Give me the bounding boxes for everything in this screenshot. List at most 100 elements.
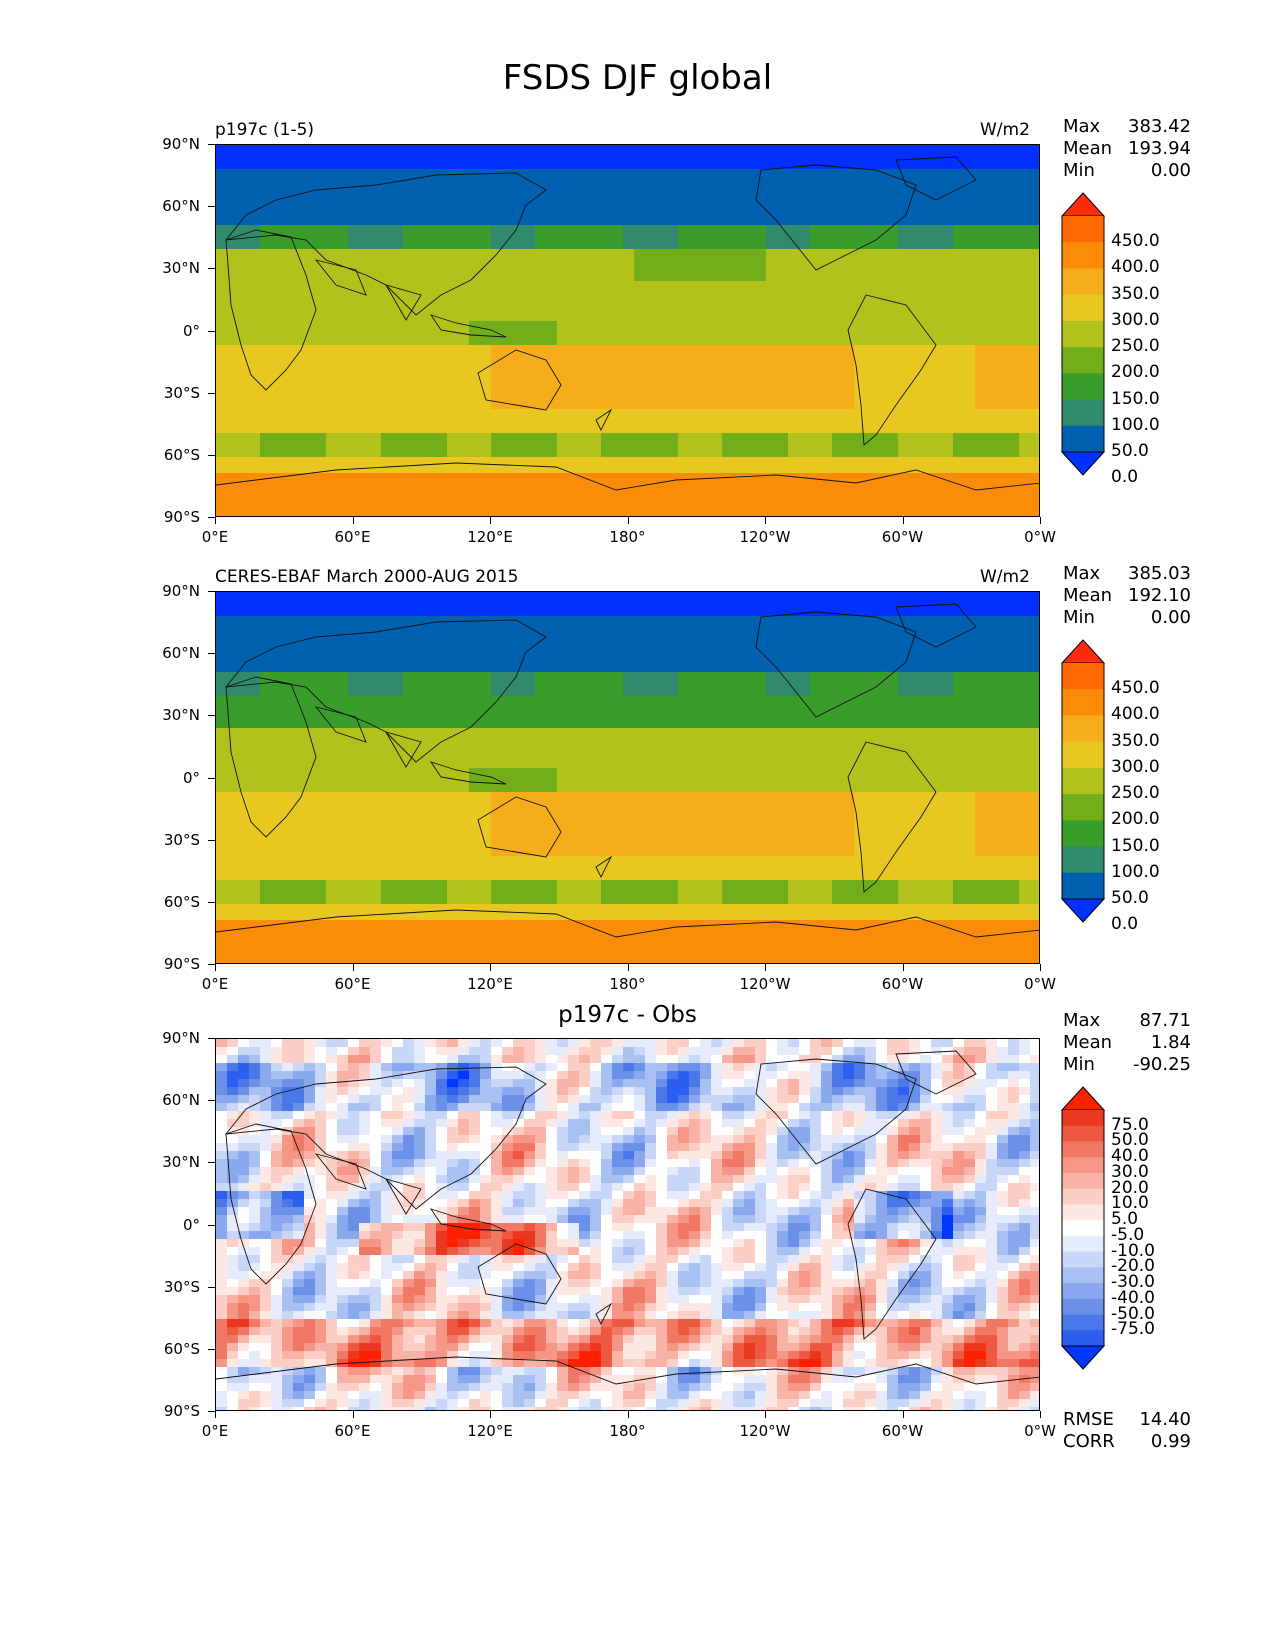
colorbar-tick-label: 450.0 (1111, 678, 1160, 699)
map-plot (215, 1038, 1040, 1411)
colorbar-bin (1062, 1330, 1104, 1347)
lat-tick-label: 90°S (163, 508, 200, 526)
lat-tick (208, 454, 215, 456)
colorbar-tick-label: -10.0 (1111, 1240, 1155, 1261)
lon-tick (215, 517, 216, 524)
map-plot (215, 591, 1040, 964)
lat-tick-label: 90°S (163, 955, 200, 973)
stat-name: Max (1063, 116, 1101, 137)
lon-tick (1040, 964, 1041, 971)
lat-tick-label: 60°S (163, 445, 200, 464)
lat-tick-label: 90°N (162, 582, 200, 600)
coastline (595, 408, 613, 432)
stat-row: Min 0.00 (1063, 607, 1191, 629)
lon-tick-label: 120°W (739, 975, 791, 993)
lat-tick-label: 30°N (162, 259, 200, 278)
coastline (595, 1302, 613, 1326)
colorbar-bin (1062, 1298, 1104, 1315)
lat-tick (208, 653, 215, 655)
lat-tick-label: 0° (182, 1215, 200, 1234)
lat-tick (208, 901, 215, 903)
coastline (429, 314, 507, 338)
lon-tick-label: 60°E (334, 975, 371, 993)
colorbar-bin (1062, 1157, 1104, 1174)
lon-tick-label: 120°E (467, 975, 513, 993)
stats-box: Max 383.42 Mean 193.94 Min 0.00 (1063, 116, 1191, 182)
stat-value: 14.40 (1139, 1409, 1191, 1430)
coastline (895, 603, 977, 648)
colorbar-bin (1062, 1141, 1104, 1158)
lat-tick (208, 1411, 215, 1412)
map-plot (215, 144, 1040, 517)
colorbar-tick-label: 5.0 (1111, 1209, 1139, 1230)
lat-tick-label: 90°N (162, 1029, 200, 1047)
lon-tick (490, 517, 491, 524)
lon-tick (352, 1411, 354, 1418)
colorbar-tick-label: -75.0 (1111, 1319, 1155, 1340)
colorbar-bin (1062, 294, 1104, 322)
colorbar-tick-label: -5.0 (1111, 1224, 1145, 1245)
colorbar-bin (1062, 399, 1104, 427)
colorbar-bin (1062, 1172, 1104, 1190)
colorbar-extend-max (1060, 192, 1106, 217)
stat-name: Max (1063, 563, 1101, 584)
coastline (755, 164, 917, 271)
stat-row: Max 87.71 (1063, 1010, 1191, 1032)
stats-box: Max 385.03 Mean 192.10 Min 0.00 (1063, 563, 1191, 629)
colorbar-bin (1062, 268, 1104, 296)
stats-box: Max 87.71 Mean 1.84 Min -90.25 (1063, 1010, 1191, 1076)
lon-tick-label: 60°W (881, 1422, 924, 1440)
panel-units: W/m2 (980, 120, 1030, 140)
colorbar (1060, 1086, 1106, 1370)
lat-tick (208, 1224, 215, 1226)
panel-units: W/m2 (980, 567, 1030, 587)
stat-name: Min (1063, 160, 1095, 181)
colorbar-bin (1062, 347, 1104, 374)
colorbar-extend-max (1060, 1086, 1106, 1111)
lon-tick-label: 0°E (201, 1422, 229, 1440)
panel-subtitle: CERES-EBAF March 2000-AUG 2015 (215, 567, 519, 587)
lon-tick-label: 60°E (334, 1422, 371, 1440)
coastline (895, 156, 977, 201)
coastline (224, 172, 547, 316)
lon-tick (765, 964, 766, 971)
colorbar-tick-label: 30.0 (1111, 1161, 1149, 1182)
lon-tick (1040, 517, 1041, 524)
coastline (477, 796, 562, 858)
stat-row: Mean 192.10 (1063, 585, 1191, 607)
lat-tick-label: 0° (182, 768, 200, 787)
colorbar-tick-label: 200.0 (1111, 362, 1160, 383)
lat-tick (208, 1286, 215, 1288)
colorbar-tick-label: 50.0 (1111, 441, 1149, 461)
stat-value: 0.00 (1150, 160, 1191, 181)
coastline (477, 1243, 562, 1305)
stat-row: Mean 1.84 (1063, 1032, 1191, 1054)
colorbar-tick-label: 250.0 (1111, 336, 1160, 357)
coastline (225, 229, 317, 391)
colorbar (1060, 639, 1106, 923)
colorbar-tick-label: 200.0 (1111, 809, 1160, 830)
lon-tick (1040, 1411, 1041, 1418)
coastline (216, 462, 1039, 491)
colorbar-bin (1062, 794, 1104, 821)
lat-tick (208, 1100, 215, 1102)
lon-tick (902, 517, 904, 524)
colorbar-bin (1062, 1188, 1104, 1205)
coastline (595, 855, 613, 879)
stat-row: Min 0.00 (1063, 160, 1191, 182)
lon-tick (627, 964, 629, 971)
lat-tick (208, 1348, 215, 1350)
colorbar-tick-label: 150.0 (1111, 835, 1160, 856)
lat-tick-label: 60°N (162, 1091, 200, 1110)
stat-name: Mean (1063, 138, 1113, 159)
coastline (314, 1153, 422, 1215)
lon-tick-label: 120°E (467, 528, 513, 546)
colorbar (1060, 192, 1106, 476)
stat-value: 385.03 (1128, 563, 1191, 584)
lon-tick (902, 964, 904, 971)
lat-tick (208, 144, 215, 145)
map-field (216, 592, 1039, 963)
colorbar-extend-min (1060, 898, 1106, 923)
colorbar-tick-label: 50.0 (1111, 1130, 1149, 1151)
lat-tick-label: 30°S (163, 383, 200, 402)
